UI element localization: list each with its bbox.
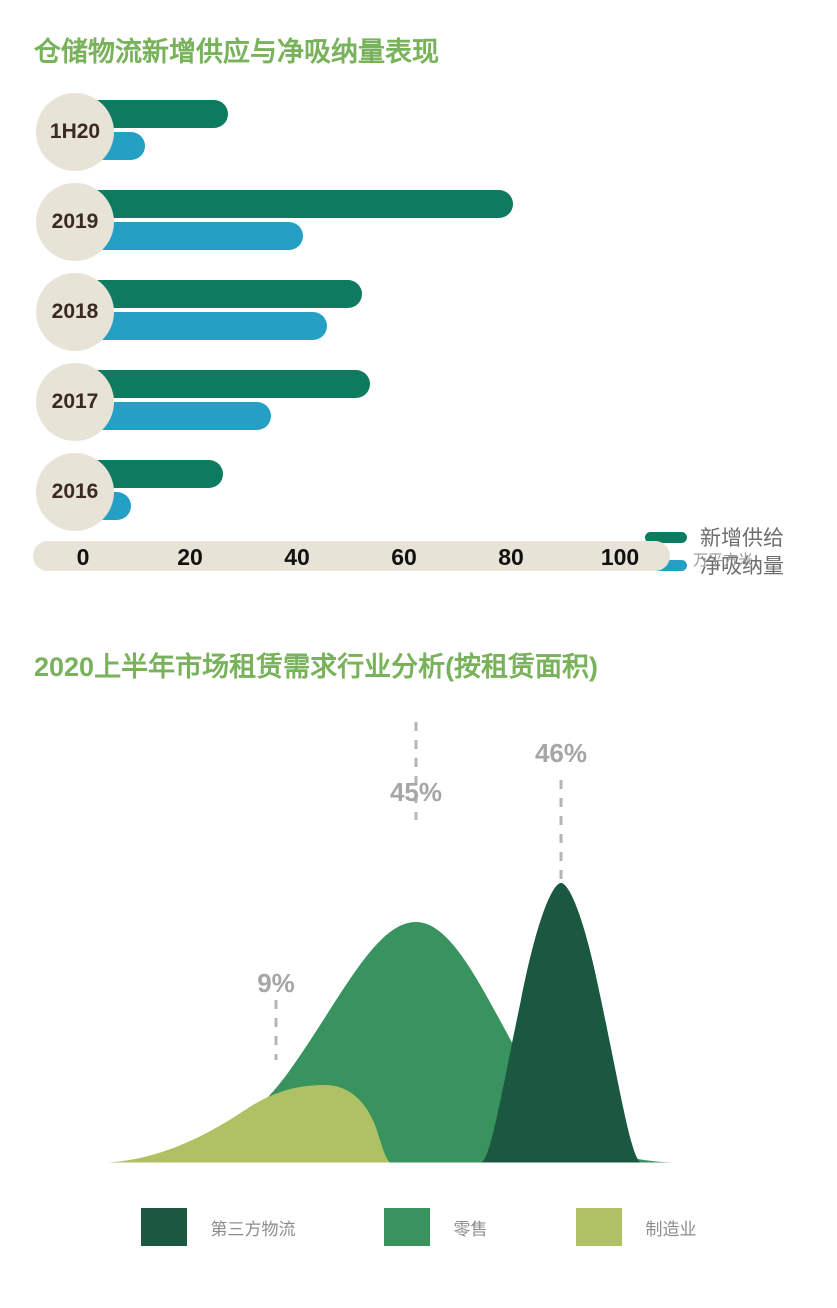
category-circle: 2017 bbox=[36, 363, 114, 441]
legend-label-3pl: 第三方物流 bbox=[210, 1219, 296, 1239]
legend-swatch-retail bbox=[383, 1208, 430, 1246]
value-label-retail: 45% bbox=[389, 777, 443, 807]
legend-label-retail: 零售 bbox=[453, 1219, 488, 1239]
curve-chart-title: 2020上半年市场租赁需求行业分析(按租赁面积) bbox=[34, 652, 599, 682]
x-axis-tick: 40 bbox=[284, 544, 310, 570]
legend-label-supply: 新增供给 bbox=[700, 527, 784, 550]
bar-track bbox=[83, 275, 783, 350]
x-axis-tick: 100 bbox=[600, 544, 640, 570]
bar-chart-title: 仓储物流新增供应与净吸纳量表现 bbox=[34, 37, 439, 67]
industry-demand-curve-chart: 9% 45% 46% bbox=[0, 700, 837, 1180]
x-axis-tick: 80 bbox=[498, 544, 524, 570]
bar-row: 2018 bbox=[0, 273, 837, 351]
curve-chart-legend: 第三方物流 零售 制造业 bbox=[0, 1208, 837, 1246]
bar-track bbox=[83, 185, 783, 260]
legend-item-manufacturing: 制造业 bbox=[575, 1208, 697, 1246]
bar-row: 1H20 bbox=[0, 93, 837, 171]
curve-area-manufacturing bbox=[95, 1085, 392, 1163]
legend-item-retail: 零售 bbox=[383, 1208, 488, 1246]
category-circle: 2019 bbox=[36, 183, 114, 261]
supply-absorption-bar-chart: 1H20 2019 2018 2017 bbox=[0, 93, 837, 578]
bar-row: 2019 bbox=[0, 183, 837, 261]
bar-track bbox=[83, 365, 783, 440]
absorption-bar bbox=[83, 222, 304, 250]
x-axis-unit-label: 万平方米 bbox=[693, 552, 754, 569]
bar-row: 2017 bbox=[0, 363, 837, 441]
supply-bar bbox=[83, 190, 513, 218]
category-circle: 2018 bbox=[36, 273, 114, 351]
legend-label-absorption: 净吸纳量 bbox=[700, 555, 784, 578]
legend-swatch-supply bbox=[645, 531, 687, 543]
bar-chart-legend: 新增供给 净吸纳量 bbox=[645, 523, 784, 579]
x-axis-pill bbox=[33, 541, 670, 571]
legend-item-3pl: 第三方物流 bbox=[140, 1208, 296, 1246]
legend-swatch-manufacturing bbox=[575, 1208, 622, 1246]
category-circle: 2016 bbox=[36, 453, 114, 531]
curve-area-3pl-overlay bbox=[480, 883, 692, 1163]
x-axis-tick: 0 bbox=[76, 544, 90, 570]
value-label-3pl: 46% bbox=[534, 738, 588, 768]
legend-item-supply: 新增供给 bbox=[645, 523, 784, 551]
category-circle: 1H20 bbox=[36, 93, 114, 171]
legend-swatch-3pl bbox=[140, 1208, 187, 1246]
x-axis-tick: 60 bbox=[391, 544, 417, 570]
value-label-manufacturing: 9% bbox=[257, 968, 295, 998]
absorption-bar bbox=[83, 312, 328, 340]
absorption-bar bbox=[83, 402, 271, 430]
supply-bar bbox=[83, 370, 371, 398]
legend-label-manufacturing: 制造业 bbox=[645, 1219, 697, 1239]
bar-track bbox=[83, 455, 783, 530]
bar-track bbox=[83, 95, 783, 170]
bar-row: 2016 bbox=[0, 453, 837, 531]
supply-bar bbox=[83, 280, 363, 308]
curve-svg bbox=[95, 722, 692, 1164]
x-axis-tick: 20 bbox=[177, 544, 203, 570]
